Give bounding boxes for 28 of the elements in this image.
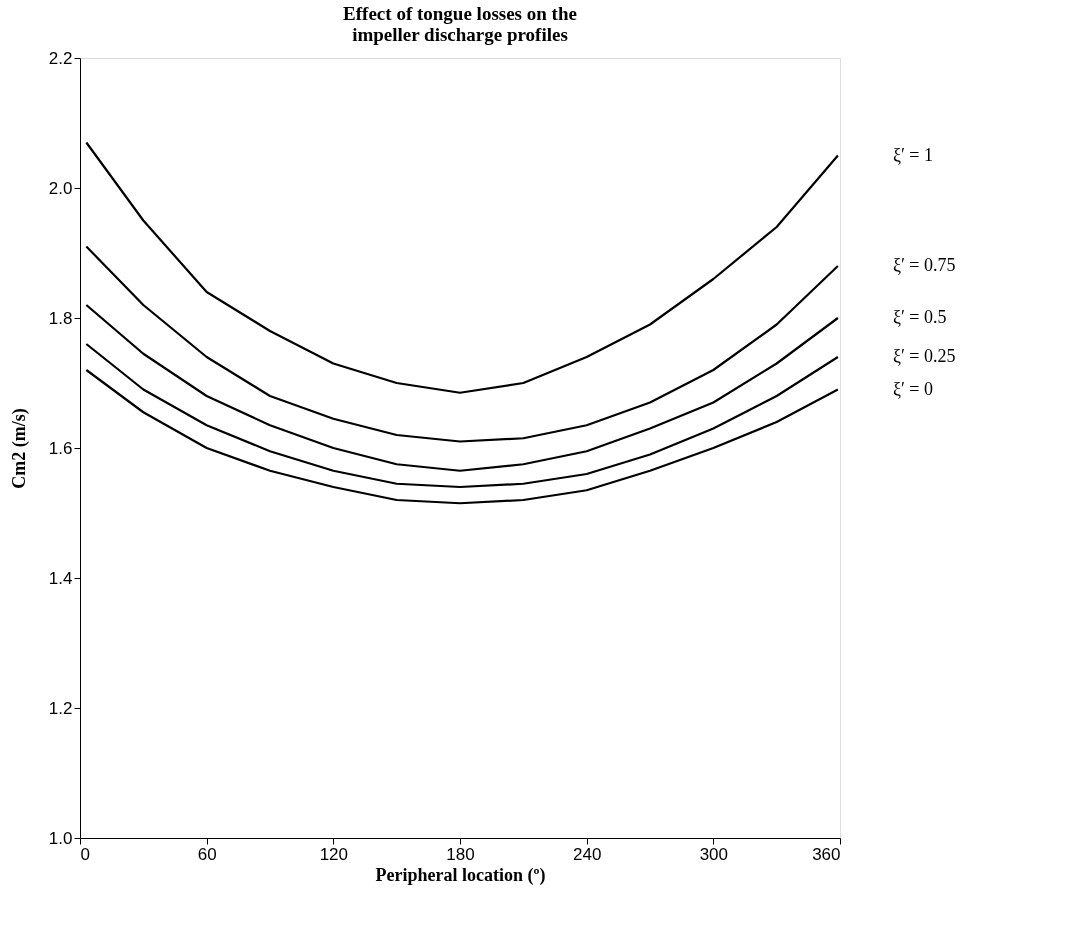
line-series bbox=[85, 368, 839, 505]
text: impeller discharge profiles bbox=[352, 24, 568, 45]
y-tick-label: 2.2 bbox=[48, 48, 73, 68]
x-tick-label: 0 bbox=[80, 844, 90, 864]
y-tick-label: 1.8 bbox=[48, 308, 73, 328]
line-series bbox=[85, 141, 839, 394]
line-series bbox=[85, 342, 839, 489]
y-tick-label: 1.0 bbox=[48, 828, 73, 848]
x-tick-label: 360 bbox=[812, 844, 841, 864]
x-tick-label: 180 bbox=[446, 844, 475, 864]
text: ξ′ = 0.5 bbox=[892, 307, 947, 327]
y-tick-label: 2.0 bbox=[48, 178, 73, 198]
x-tick-label: 240 bbox=[572, 844, 602, 864]
x-tick-label: 60 bbox=[197, 844, 217, 864]
y-tick-label: 1.2 bbox=[48, 698, 73, 718]
x-tick-label: 120 bbox=[319, 844, 349, 864]
x-tick-label: 300 bbox=[699, 844, 729, 864]
text: ξ′ = 0.75 bbox=[892, 255, 956, 275]
text: ξ′ = 1 bbox=[892, 144, 934, 165]
x-axis-title: Peripheral location (º) bbox=[375, 864, 546, 886]
y-axis-title: Cm2 (m/s) bbox=[8, 408, 30, 489]
y-tick-label: 1.4 bbox=[48, 568, 73, 588]
text: Effect of tongue losses on the bbox=[343, 3, 577, 24]
line-series bbox=[85, 245, 839, 443]
line-series bbox=[85, 303, 839, 472]
text: ξ′ = 0.25 bbox=[892, 346, 956, 366]
text: ξ′ = 0 bbox=[892, 378, 934, 399]
y-tick-label: 1.6 bbox=[48, 438, 73, 458]
